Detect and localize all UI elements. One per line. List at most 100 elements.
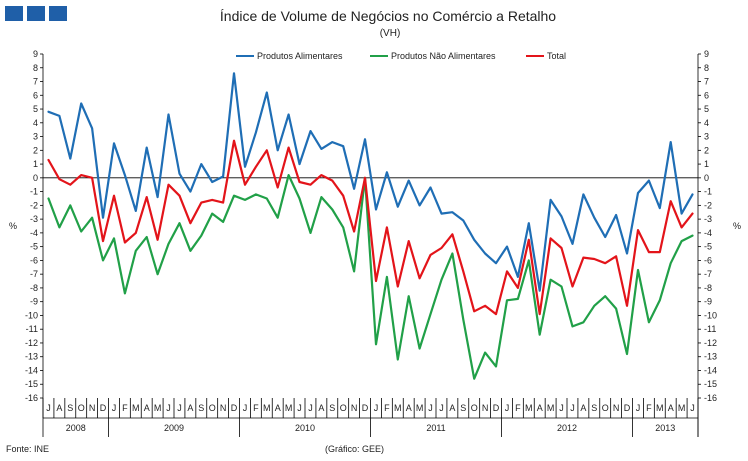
month-label: J [177, 403, 182, 413]
legend-item-total: Total [526, 51, 566, 61]
month-label: F [253, 403, 259, 413]
chart-title: Índice de Volume de Negócios no Comércio… [220, 8, 556, 24]
month-label: M [547, 403, 555, 413]
month-label: J [243, 403, 248, 413]
series-line-produtos-alimentares [47, 72, 694, 292]
month-label: A [449, 403, 455, 413]
legend-label: Produtos Não Alimentares [391, 51, 496, 61]
month-label: A [580, 403, 586, 413]
legend-item-produtos-alimentares: Produtos Alimentares [236, 51, 343, 61]
y-tick-label-left: 1 [33, 159, 38, 169]
y-tick-label-left: -6 [30, 255, 38, 265]
y-tick-label-right: 2 [704, 145, 709, 155]
y-tick-label-right: -9 [704, 297, 712, 307]
month-label: D [100, 403, 107, 413]
y-tick-label-left: -7 [30, 269, 38, 279]
legend-label: Produtos Alimentares [257, 51, 343, 61]
y-tick-label-right: -16 [704, 393, 717, 403]
month-label: F [646, 403, 652, 413]
y-tick-label-right: -1 [704, 187, 712, 197]
y-tick-label-right: 1 [704, 159, 709, 169]
y-tick-label-left: -12 [25, 338, 38, 348]
y-tick-label-left: -1 [30, 187, 38, 197]
month-label: A [275, 403, 281, 413]
y-tick-label-right: 0 [704, 173, 709, 183]
y-tick-label-right: 3 [704, 132, 709, 142]
y-tick-label-left: -10 [25, 310, 38, 320]
y-tick-label-right: 7 [704, 77, 709, 87]
legend-item-produtos-nao-alimentares: Produtos Não Alimentares [370, 51, 496, 61]
month-label: J [570, 403, 575, 413]
series-line-total [47, 139, 694, 316]
year-label: 2008 [66, 423, 86, 433]
month-label: M [416, 403, 424, 413]
y-tick-label-left: 6 [33, 90, 38, 100]
y-tick-label-right: -6 [704, 255, 712, 265]
month-label: A [56, 403, 62, 413]
y-tick-label-left: -8 [30, 283, 38, 293]
month-label: O [602, 403, 609, 413]
y-tick-label-left: 0 [33, 173, 38, 183]
y-axis-label-right: % [733, 221, 741, 231]
month-label: M [263, 403, 271, 413]
y-tick-label-left: 9 [33, 49, 38, 59]
y-tick-label-right: -11 [704, 324, 716, 334]
y-tick-label-right: -15 [704, 379, 717, 389]
series [47, 72, 694, 380]
month-label: J [112, 403, 117, 413]
month-label: M [394, 403, 402, 413]
month-label: N [482, 403, 489, 413]
month-label: J [297, 403, 302, 413]
y-tick-label-right: -13 [704, 352, 717, 362]
y-tick-label-right: -5 [704, 242, 712, 252]
y-tick-label-left: -2 [30, 200, 38, 210]
series-line-produtos-nao-alimentares [47, 174, 694, 380]
chart-credit: (Gráfico: GEE) [325, 444, 384, 454]
month-label: S [591, 403, 597, 413]
y-tick-label-right: 5 [704, 104, 709, 114]
chart-subtitle: (VH) [380, 28, 401, 39]
y-tick-label-right: 6 [704, 90, 709, 100]
month-label: S [460, 403, 466, 413]
month-label: M [285, 403, 293, 413]
y-tick-label-right: -3 [704, 214, 712, 224]
month-label: D [362, 403, 369, 413]
y-tick-label-left: -3 [30, 214, 38, 224]
month-label: J [374, 403, 379, 413]
month-label: J [439, 403, 444, 413]
month-label: A [144, 403, 150, 413]
year-label: 2010 [295, 423, 315, 433]
y-tick-label-left: -9 [30, 297, 38, 307]
month-label: M [154, 403, 162, 413]
y-tick-label-right: -14 [704, 365, 717, 375]
axes: 9 9 8 8 7 7 6 6 5 5 4 4 3 3 2 2 1 1 0 0 -1 -1 -2 -2 -3 -3 -4 -4 -5 -5… [25, 49, 717, 437]
month-label: N [89, 403, 96, 413]
month-label: J [308, 403, 313, 413]
y-tick-label-left: -11 [26, 324, 38, 334]
month-label: A [668, 403, 674, 413]
month-label: D [624, 403, 631, 413]
month-label: D [493, 403, 500, 413]
month-label: M [678, 403, 686, 413]
month-label: N [613, 403, 620, 413]
logo-icon [5, 6, 67, 21]
y-tick-label-left: -4 [30, 228, 38, 238]
month-label: J [559, 403, 564, 413]
month-label: M [525, 403, 533, 413]
year-label: 2013 [655, 423, 675, 433]
month-label: S [329, 403, 335, 413]
month-label: J [505, 403, 510, 413]
y-tick-label-right: -12 [704, 338, 717, 348]
y-tick-label-left: 4 [33, 118, 38, 128]
y-tick-label-right: -2 [704, 200, 712, 210]
month-label: A [318, 403, 324, 413]
month-label: A [406, 403, 412, 413]
month-label: F [122, 403, 128, 413]
month-label: O [471, 403, 478, 413]
month-label: S [67, 403, 73, 413]
month-label: S [198, 403, 204, 413]
month-label: O [78, 403, 85, 413]
legend: Produtos Alimentares Produtos Não Alimen… [236, 51, 566, 61]
month-label: J [166, 403, 171, 413]
